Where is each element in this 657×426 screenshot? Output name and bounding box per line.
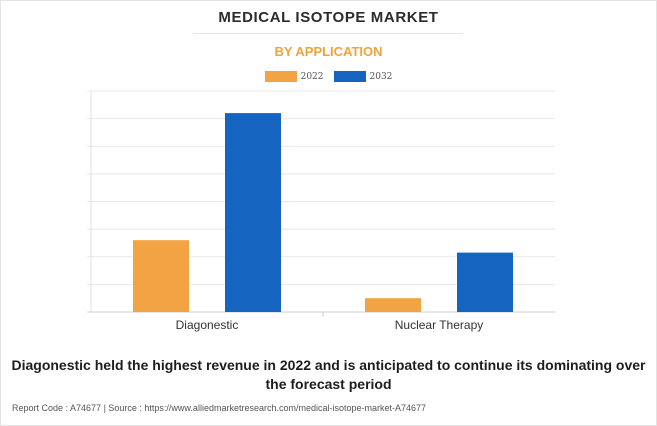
legend-item-2022[interactable]: 2022 bbox=[264, 71, 324, 82]
legend-label-2032: 2032 bbox=[369, 71, 393, 82]
legend-label-2022: 2022 bbox=[300, 71, 324, 82]
legend-swatch-2032 bbox=[333, 71, 366, 82]
x-tick-label: Nuclear Therapy bbox=[395, 318, 484, 332]
chart-caption: Diagonestic held the highest revenue in … bbox=[11, 357, 646, 392]
bar-nuclear-therapy-2032 bbox=[457, 252, 513, 312]
bar-diagonestic-2032 bbox=[225, 113, 281, 312]
chart-title: MEDICAL ISOTOPE MARKET bbox=[218, 9, 439, 26]
x-tick-label: Diagonestic bbox=[176, 318, 239, 332]
chart-subtitle: BY APPLICATION bbox=[274, 44, 383, 59]
report-footer: Report Code : A74677 | Source : https://… bbox=[12, 403, 427, 413]
legend-item-2032[interactable]: 2032 bbox=[333, 71, 393, 82]
bar-nuclear-therapy-2022 bbox=[365, 298, 421, 312]
bar-diagonestic-2022 bbox=[133, 240, 189, 312]
legend-swatch-2022 bbox=[264, 71, 297, 82]
bar-chart: Diagonestic Nuclear Therapy bbox=[87, 90, 555, 332]
title-divider bbox=[193, 33, 463, 34]
legend: 2022 2032 bbox=[0, 71, 657, 82]
